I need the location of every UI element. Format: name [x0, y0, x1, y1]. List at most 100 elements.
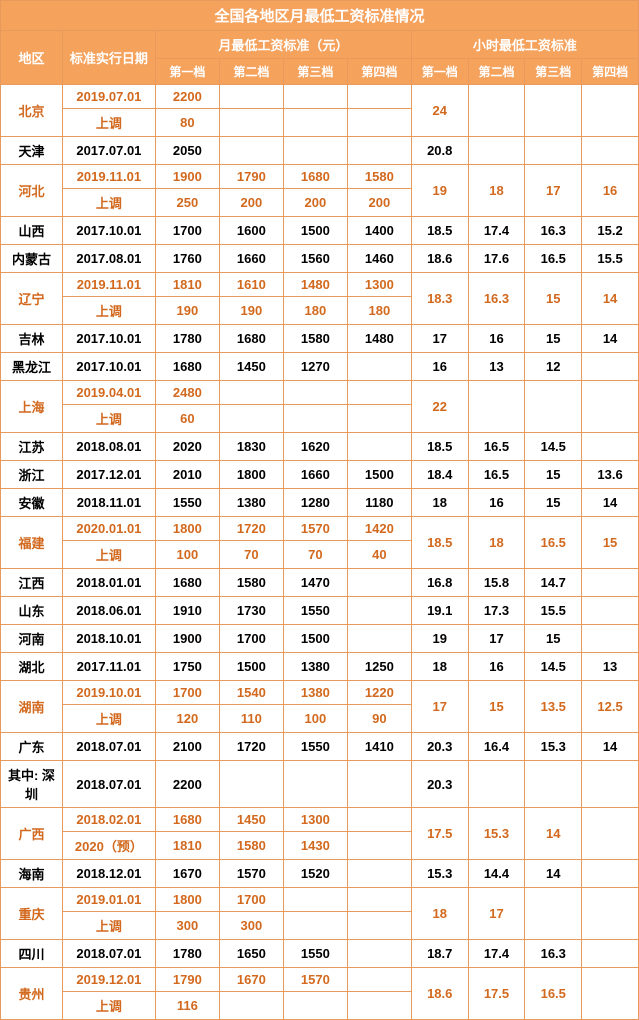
monthly-cell: 1620	[283, 433, 347, 461]
hourly-cell: 15	[468, 681, 525, 733]
hourly-cell: 13	[582, 653, 639, 681]
monthly-cell: 1550	[155, 489, 219, 517]
date-cell: 2018.08.01	[62, 433, 155, 461]
monthly-cell: 190	[155, 297, 219, 325]
monthly-cell: 250	[155, 189, 219, 217]
monthly-cell: 2020	[155, 433, 219, 461]
monthly-cell	[219, 85, 283, 109]
monthly-cell	[347, 912, 411, 940]
hourly-cell	[582, 808, 639, 860]
date-cell: 2018.07.01	[62, 733, 155, 761]
monthly-cell: 180	[283, 297, 347, 325]
hourly-cell: 15	[525, 489, 582, 517]
monthly-cell: 1580	[219, 569, 283, 597]
monthly-cell: 1790	[155, 968, 219, 992]
header-t1: 第一档	[155, 59, 219, 85]
monthly-cell	[283, 405, 347, 433]
hourly-cell	[582, 85, 639, 137]
region-cell: 吉林	[1, 325, 63, 353]
hourly-cell: 14.4	[468, 860, 525, 888]
monthly-cell: 100	[155, 541, 219, 569]
monthly-cell	[219, 137, 283, 165]
hourly-cell: 15.5	[582, 245, 639, 273]
monthly-cell	[283, 109, 347, 137]
date-cell: 2019.12.01	[62, 968, 155, 992]
hourly-cell	[468, 85, 525, 137]
monthly-cell: 70	[283, 541, 347, 569]
monthly-cell: 1450	[219, 353, 283, 381]
monthly-cell	[347, 625, 411, 653]
hourly-cell: 18.6	[411, 968, 468, 1020]
monthly-cell	[347, 381, 411, 405]
monthly-cell: 190	[219, 297, 283, 325]
monthly-cell: 1720	[219, 733, 283, 761]
hourly-cell: 16	[468, 325, 525, 353]
hourly-cell: 14	[582, 489, 639, 517]
monthly-cell: 1270	[283, 353, 347, 381]
hourly-cell: 19	[411, 165, 468, 217]
region-cell: 江西	[1, 569, 63, 597]
header-ht4: 第四档	[582, 59, 639, 85]
monthly-cell: 2100	[155, 733, 219, 761]
monthly-cell	[283, 992, 347, 1020]
hourly-cell: 16.5	[468, 433, 525, 461]
monthly-cell	[347, 569, 411, 597]
hourly-cell: 20.3	[411, 733, 468, 761]
region-cell: 四川	[1, 940, 63, 968]
monthly-cell: 300	[219, 912, 283, 940]
monthly-cell: 1380	[283, 653, 347, 681]
monthly-cell: 1700	[155, 681, 219, 705]
monthly-cell: 1800	[155, 888, 219, 912]
monthly-cell: 1670	[219, 968, 283, 992]
monthly-cell: 110	[219, 705, 283, 733]
monthly-cell: 1470	[283, 569, 347, 597]
monthly-cell: 100	[283, 705, 347, 733]
monthly-cell: 1800	[219, 461, 283, 489]
date-cell: 上调	[62, 992, 155, 1020]
monthly-cell	[283, 381, 347, 405]
hourly-cell: 14	[525, 860, 582, 888]
monthly-cell: 1900	[155, 625, 219, 653]
monthly-cell	[347, 860, 411, 888]
hourly-cell: 12	[525, 353, 582, 381]
hourly-cell: 17	[411, 325, 468, 353]
monthly-cell	[219, 992, 283, 1020]
region-cell: 重庆	[1, 888, 63, 940]
monthly-cell: 1220	[347, 681, 411, 705]
hourly-cell: 18.4	[411, 461, 468, 489]
monthly-cell	[347, 992, 411, 1020]
hourly-cell: 18	[411, 653, 468, 681]
monthly-cell: 120	[155, 705, 219, 733]
hourly-cell: 14	[582, 273, 639, 325]
hourly-cell: 18	[411, 489, 468, 517]
date-cell: 上调	[62, 912, 155, 940]
hourly-cell: 16	[468, 653, 525, 681]
hourly-cell: 15.8	[468, 569, 525, 597]
date-cell: 2020.01.01	[62, 517, 155, 541]
date-cell: 2018.07.01	[62, 940, 155, 968]
region-cell: 海南	[1, 860, 63, 888]
hourly-cell: 14.5	[525, 433, 582, 461]
hourly-cell: 24	[411, 85, 468, 137]
monthly-cell: 1680	[155, 808, 219, 832]
monthly-cell: 1380	[283, 681, 347, 705]
monthly-cell: 2200	[155, 761, 219, 808]
monthly-cell: 1700	[219, 625, 283, 653]
date-cell: 2017.10.01	[62, 325, 155, 353]
monthly-cell	[347, 808, 411, 832]
monthly-cell: 1430	[283, 832, 347, 860]
hourly-cell	[525, 381, 582, 433]
hourly-cell: 16.4	[468, 733, 525, 761]
hourly-cell	[525, 85, 582, 137]
hourly-cell: 13.6	[582, 461, 639, 489]
region-cell: 湖南	[1, 681, 63, 733]
monthly-cell: 70	[219, 541, 283, 569]
hourly-cell	[582, 888, 639, 940]
hourly-cell: 15	[525, 325, 582, 353]
monthly-cell: 1780	[155, 940, 219, 968]
hourly-cell: 18.5	[411, 433, 468, 461]
hourly-cell: 17.4	[468, 940, 525, 968]
monthly-cell: 1660	[219, 245, 283, 273]
hourly-cell: 18	[468, 165, 525, 217]
hourly-cell: 15.2	[582, 217, 639, 245]
